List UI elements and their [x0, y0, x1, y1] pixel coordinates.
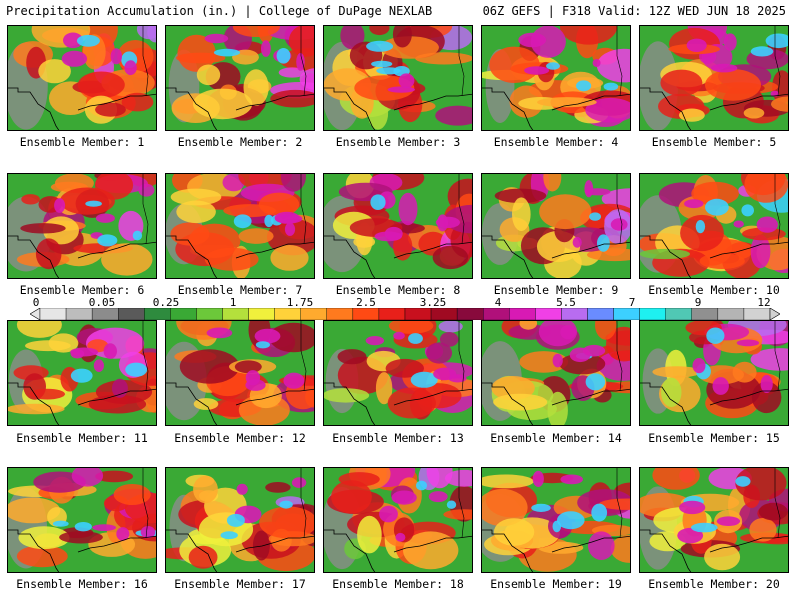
precip-field-map — [8, 468, 156, 572]
ensemble-map-panel — [165, 25, 315, 131]
ensemble-map-panel — [639, 467, 789, 573]
precip-field-map — [8, 174, 156, 278]
ensemble-map-panel — [323, 173, 473, 279]
precip-field-map — [324, 468, 472, 572]
colorbar-tick-label: 0.05 — [88, 296, 116, 309]
precip-field-map — [324, 26, 472, 130]
ensemble-member-label: Ensemble Member: 13 — [332, 431, 464, 445]
precip-field-map — [482, 174, 630, 278]
colorbar-tick-label: 0.25 — [152, 296, 180, 309]
ensemble-member-label: Ensemble Member: 17 — [174, 577, 306, 591]
ensemble-member-label: Ensemble Member: 2 — [177, 135, 303, 149]
precip-field-map — [324, 321, 472, 425]
colorbar-tick-label: 1.75 — [286, 296, 314, 309]
precip-field-map — [482, 321, 630, 425]
colorbar-tick-label: 2.5 — [356, 296, 376, 309]
ensemble-member-label: Ensemble Member: 10 — [648, 283, 780, 297]
ensemble-member-label: Ensemble Member: 18 — [332, 577, 464, 591]
model-run-info: 06Z GEFS | F318 Valid: 12Z WED JUN 18 20… — [482, 4, 786, 18]
precip-field-map — [482, 26, 630, 130]
ensemble-map-panel — [7, 320, 157, 426]
ensemble-map-panel — [7, 25, 157, 131]
ensemble-map-panel — [481, 173, 631, 279]
precip-field-map — [8, 26, 156, 130]
ensemble-member-label: Ensemble Member: 16 — [16, 577, 148, 591]
precip-field-map — [8, 321, 156, 425]
precip-field-map — [166, 174, 314, 278]
ensemble-member-label: Ensemble Member: 19 — [490, 577, 622, 591]
ensemble-map-panel — [639, 320, 789, 426]
colorbar-tick-label: 9 — [694, 296, 702, 309]
precip-field-map — [324, 174, 472, 278]
colorbar-tick-label: 1 — [229, 296, 237, 309]
precip-field-map — [640, 174, 788, 278]
ensemble-member-label: Ensemble Member: 5 — [651, 135, 777, 149]
precip-field-map — [166, 468, 314, 572]
precip-field-map — [166, 26, 314, 130]
precip-field-map — [166, 321, 314, 425]
ensemble-map-panel — [7, 467, 157, 573]
ensemble-member-label: Ensemble Member: 7 — [177, 283, 303, 297]
ensemble-member-label: Ensemble Member: 3 — [335, 135, 461, 149]
ensemble-map-panel — [165, 320, 315, 426]
colorbar-tick-label: 3.25 — [419, 296, 447, 309]
precip-field-map — [482, 468, 630, 572]
ensemble-member-label: Ensemble Member: 4 — [493, 135, 619, 149]
ensemble-member-label: Ensemble Member: 15 — [648, 431, 780, 445]
precip-field-map — [640, 321, 788, 425]
colorbar-tick-label: 5.5 — [556, 296, 576, 309]
ensemble-map-panel — [481, 25, 631, 131]
ensemble-member-label: Ensemble Member: 6 — [19, 283, 145, 297]
ensemble-map-panel — [323, 25, 473, 131]
map-title: Precipitation Accumulation (in.) | Colle… — [6, 4, 433, 18]
ensemble-member-label: Ensemble Member: 8 — [335, 283, 461, 297]
colorbar-tick-label: 0 — [32, 296, 40, 309]
colorbar-tick-label: 12 — [757, 296, 771, 309]
colorbar-tick-label: 4 — [494, 296, 502, 309]
ensemble-map-panel — [7, 173, 157, 279]
colorbar-scale — [30, 308, 780, 320]
ensemble-member-label: Ensemble Member: 11 — [16, 431, 148, 445]
ensemble-map-panel — [481, 467, 631, 573]
ensemble-member-label: Ensemble Member: 1 — [19, 135, 145, 149]
ensemble-map-panel — [323, 467, 473, 573]
ensemble-map-panel — [323, 320, 473, 426]
precip-field-map — [640, 468, 788, 572]
colorbar-tick-label: 7 — [628, 296, 636, 309]
ensemble-map-panel — [165, 467, 315, 573]
ensemble-member-label: Ensemble Member: 14 — [490, 431, 622, 445]
ensemble-map-panel — [165, 173, 315, 279]
ensemble-map-panel — [639, 25, 789, 131]
ensemble-map-panel — [481, 320, 631, 426]
ensemble-map-panel — [639, 173, 789, 279]
ensemble-member-label: Ensemble Member: 20 — [648, 577, 780, 591]
precip-field-map — [640, 26, 788, 130]
ensemble-member-label: Ensemble Member: 12 — [174, 431, 306, 445]
ensemble-member-label: Ensemble Member: 9 — [493, 283, 619, 297]
